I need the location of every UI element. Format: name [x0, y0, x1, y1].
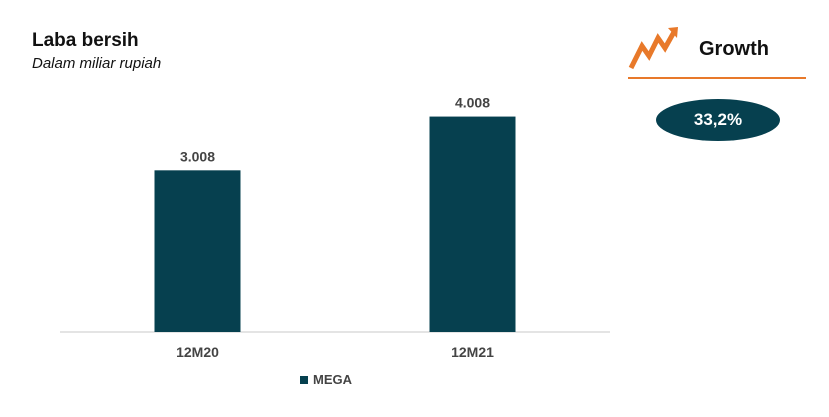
chart-subtitle: Dalam miliar rupiah [32, 55, 162, 72]
x-tick-label-12m20: 12M20 [176, 344, 219, 360]
bar-12m20 [154, 170, 241, 332]
legend-label: MEGA [313, 372, 352, 387]
bar-12m21 [429, 116, 516, 332]
data-label-12m21: 4.008 [455, 95, 490, 111]
growth-label: Growth [699, 38, 769, 60]
chart-title: Laba bersih [32, 30, 139, 51]
growth-value-badge: 33,2% [656, 99, 780, 141]
x-tick-label-12m21: 12M21 [451, 344, 494, 360]
bar-chart: 3.008 12M20 4.008 12M21 [60, 95, 610, 360]
legend-swatch [300, 375, 308, 384]
growth-divider [628, 77, 806, 79]
trend-up-arrow-icon [628, 26, 680, 77]
legend: MEGA [300, 372, 352, 387]
data-label-12m20: 3.008 [180, 148, 215, 164]
